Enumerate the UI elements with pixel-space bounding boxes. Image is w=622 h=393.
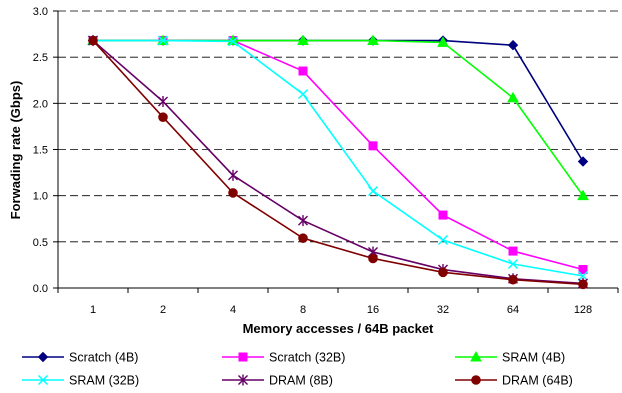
data-series <box>87 34 589 290</box>
data-point-dram-64b <box>88 35 98 46</box>
data-point-sram-32b <box>507 258 519 270</box>
data-point-sram-4b <box>577 189 589 201</box>
legend: Scratch (4B) Scratch (32B) SRAM (4B) SRAM (… <box>22 351 573 388</box>
y-axis-title: Forwading rate (Gbps) <box>8 81 23 220</box>
data-point-dram-8b <box>158 95 168 107</box>
data-point-dram-64b <box>578 279 588 290</box>
data-point-scratch-32b <box>298 66 308 76</box>
data-point-scratch-4b <box>507 39 519 51</box>
data-point-scratch-32b <box>578 265 588 275</box>
x-tick-label: 2 <box>160 304 166 316</box>
data-point-sram-32b-stroke <box>507 258 519 270</box>
data-point-sram-32b <box>437 234 449 246</box>
data-point-sram-32b-stroke <box>227 36 239 47</box>
x-tick-label: 4 <box>230 304 236 316</box>
legend-label: DRAM (8B) <box>269 374 333 388</box>
legend-item-scratch-32b: Scratch (32B) <box>222 351 345 365</box>
data-point-scratch-4b <box>577 156 589 167</box>
data-point-dram-8b <box>298 215 308 227</box>
legend-item-sram-32b: SRAM (32B) <box>22 374 139 388</box>
data-point-sram-32b-stroke <box>577 270 589 282</box>
data-point-sram-32b <box>227 36 239 47</box>
y-tick-label: 0.5 <box>33 237 48 249</box>
data-point-scratch-32b <box>368 141 378 151</box>
y-tick-label: 3.0 <box>33 6 48 18</box>
legend-marker <box>238 352 248 362</box>
series-line-scratch-32b <box>93 39 584 271</box>
data-point-sram-32b <box>367 186 379 197</box>
legend-label: DRAM (64B) <box>502 374 573 388</box>
series-scratch-32b <box>88 36 588 275</box>
legend-marker-stroke <box>37 374 49 386</box>
data-point-sram-4b <box>437 36 449 47</box>
legend-item-scratch-4b: Scratch (4B) <box>22 351 138 365</box>
axes <box>53 10 619 293</box>
x-tick-label: 8 <box>300 304 306 316</box>
legend-marker <box>238 374 248 386</box>
data-point-sram-4b <box>367 34 379 46</box>
data-point-sram-4b <box>297 34 309 46</box>
x-tick-label: 1 <box>90 304 96 316</box>
data-point-scratch-32b <box>438 210 448 220</box>
data-point-sram-32b-stroke <box>437 234 449 246</box>
legend-marker <box>37 351 49 363</box>
y-tick-label: 0.0 <box>33 283 48 295</box>
data-point-sram-4b <box>507 91 519 103</box>
data-point-dram-64b <box>508 274 518 285</box>
legend-label: Scratch (32B) <box>269 351 345 365</box>
legend-label: SRAM (32B) <box>69 374 139 388</box>
legend-marker <box>470 350 482 362</box>
data-point-dram-64b <box>438 267 448 278</box>
data-point-dram-8b <box>228 169 238 181</box>
legend-item-dram-64b: DRAM (64B) <box>455 374 573 388</box>
legend-label: Scratch (4B) <box>69 351 138 365</box>
data-point-sram-32b-stroke <box>297 89 309 100</box>
y-tick-label: 1.5 <box>33 145 48 157</box>
data-point-sram-32b <box>577 270 589 282</box>
data-point-sram-4b <box>227 34 239 46</box>
series-line-dram-64b <box>92 40 584 286</box>
series-line-sram-32b <box>93 39 584 277</box>
data-point-dram-64b <box>228 188 238 198</box>
y-tick-labels: 0.0 0.5 1.0 1.5 2.0 2.5 3.0 <box>33 6 48 295</box>
data-point-sram-32b-stroke <box>157 35 169 46</box>
y-tick-label: 2.5 <box>33 52 48 64</box>
data-point-scratch-32b <box>508 246 518 256</box>
grid-lines <box>58 10 618 243</box>
series-dram-64b <box>88 35 588 290</box>
series-line-dram-8b <box>92 39 584 285</box>
legend-item-dram-8b: DRAM (8B) <box>222 374 333 388</box>
x-tick-label: 64 <box>507 304 519 316</box>
y-tick-label: 2.0 <box>33 98 48 110</box>
y-tick-label: 1.0 <box>33 191 48 203</box>
x-tick-label: 16 <box>367 304 379 316</box>
x-tick-label: 32 <box>437 304 449 316</box>
x-tick-labels: 1 2 4 8 16 32 64 128 <box>90 304 592 316</box>
data-point-sram-32b-stroke <box>367 186 379 197</box>
data-point-dram-64b <box>158 112 168 122</box>
legend-label: SRAM (4B) <box>502 351 565 365</box>
data-point-sram-32b <box>297 89 309 100</box>
legend-item-sram-4b: SRAM (4B) <box>455 351 565 365</box>
data-point-sram-32b <box>157 35 169 46</box>
legend-marker <box>471 375 481 385</box>
legend-marker <box>37 374 49 386</box>
x-tick-label: 128 <box>574 304 592 316</box>
series-sram-32b <box>87 35 589 282</box>
data-point-dram-64b <box>368 253 378 264</box>
x-axis-title: Memory accesses / 64B packet <box>243 321 434 336</box>
data-point-dram-64b <box>298 233 308 243</box>
